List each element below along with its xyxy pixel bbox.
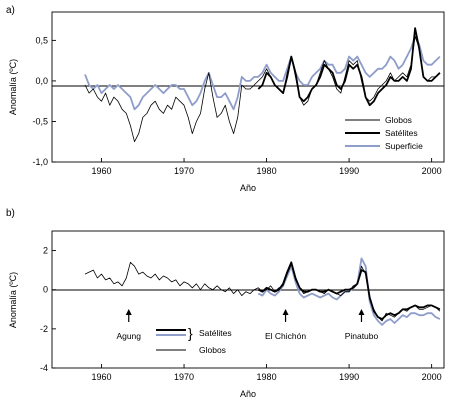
annotation-label: Agung — [116, 331, 141, 341]
annotation-arrow-head — [358, 309, 365, 315]
panel-b-label: b) — [6, 208, 15, 219]
annotation-arrow-head — [125, 309, 132, 315]
panel-a: a) 1960 1970 1980 1990 2000 0,5 0,0 -0,5 -1,0 A… — [6, 5, 445, 193]
x-tick-label: 1970 — [174, 372, 194, 382]
panel-a-label: a) — [6, 5, 15, 16]
x-tick-label: 1990 — [339, 166, 359, 176]
series-globos-line — [84, 261, 441, 322]
panel-b-annotations: Agung El Chichón Pinatubo — [116, 309, 379, 341]
annotation-arrow-head — [282, 309, 289, 315]
x-tick-label: 1990 — [339, 372, 359, 382]
panel-b-x-label: Año — [240, 389, 256, 399]
y-tick-label: -1,0 — [32, 157, 48, 167]
panel-a-y-label: Anomalía (ºC) — [8, 59, 18, 115]
legend-a-satelites-label: Satélites — [385, 128, 418, 138]
y-tick-label: 2 — [43, 246, 48, 256]
y-tick-label: -0,5 — [32, 116, 48, 126]
annotation-label: El Chichón — [265, 331, 306, 341]
panel-a-series — [84, 27, 441, 143]
legend-a-superficie-label: Superficie — [385, 141, 423, 151]
panel-b-y-ticks: 2 0 -2 -4 — [40, 246, 56, 373]
series-superficie-line — [84, 35, 441, 111]
panel-b-legend: } Satélites Globos — [156, 325, 232, 355]
x-tick-label: 1980 — [257, 372, 277, 382]
x-tick-label: 2000 — [422, 166, 442, 176]
panel-a-x-ticks: 1960 1970 1980 1990 2000 — [92, 158, 442, 176]
y-tick-label: -2 — [40, 324, 48, 334]
panel-b-y-label: Anomalía (ºC) — [8, 272, 18, 328]
y-tick-label: 0,5 — [35, 35, 48, 45]
y-tick-label: -4 — [40, 363, 48, 373]
panel-a-x-label: Año — [240, 183, 256, 193]
legend-b-globos-label: Globos — [199, 345, 226, 355]
legend-b-brace: } — [188, 325, 193, 341]
legend-b-satelites-label: Satélites — [199, 328, 232, 338]
series-globos-line — [84, 35, 441, 143]
x-tick-label: 1960 — [92, 372, 112, 382]
panel-b-frame — [51, 230, 445, 369]
panel-b-x-ticks: 1960 1970 1980 1990 2000 — [92, 364, 442, 382]
y-tick-label: 0,0 — [35, 76, 48, 86]
legend-a-globos-label: Globos — [385, 115, 412, 125]
x-tick-label: 1960 — [92, 166, 112, 176]
panel-b: b) 1960 1970 1980 1990 2000 2 0 -2 -4 Año Anoma… — [6, 208, 445, 399]
x-tick-label: 1980 — [257, 166, 277, 176]
panel-a-frame — [51, 11, 445, 163]
panel-a-legend: Globos Satélites Superficie — [345, 115, 423, 151]
series-satelites-line — [257, 261, 441, 321]
panel-b-series — [84, 257, 441, 326]
x-tick-label: 2000 — [422, 372, 442, 382]
series-satelites-line — [257, 27, 441, 107]
panel-a-y-ticks: 0,5 0,0 -0,5 -1,0 — [32, 35, 56, 167]
x-tick-label: 1970 — [174, 166, 194, 176]
y-tick-label: 0 — [43, 285, 48, 295]
annotation-label: Pinatubo — [345, 331, 379, 341]
